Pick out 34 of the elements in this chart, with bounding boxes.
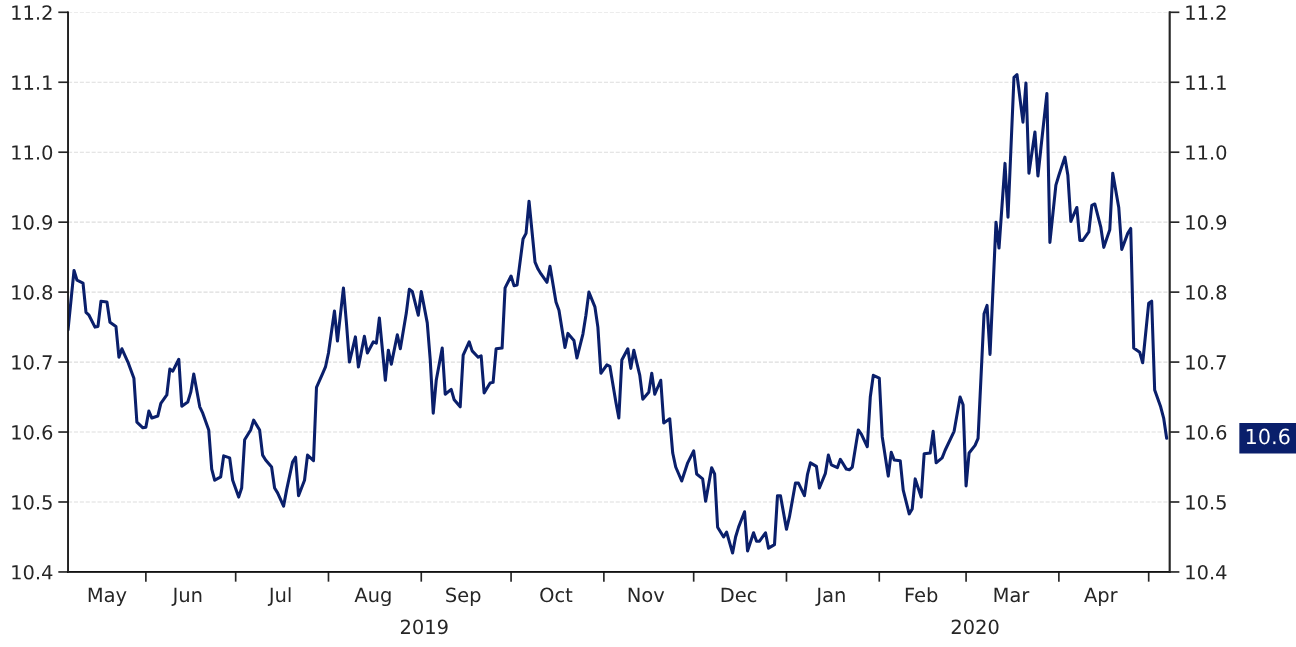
y2-tick-label: 10.8 — [1186, 285, 1227, 300]
x-tick-label: Mar — [994, 587, 1030, 603]
y2-tick-label: 11.1 — [1186, 75, 1226, 90]
y2-tick-label: 10.7 — [1186, 355, 1226, 370]
y2-tick-label: 10.5 — [1186, 494, 1226, 510]
y2-tick-label: 11.2 — [1186, 5, 1226, 20]
y-tick-label: 10.5 — [12, 494, 52, 510]
y-tick-label: 10.4 — [12, 564, 53, 580]
y2-tick-label: 10.6 — [1186, 424, 1227, 440]
x-tick-label: Dec — [721, 587, 757, 603]
x-tick-label: May — [88, 587, 127, 607]
y2-tick-label: 11.0 — [1186, 145, 1227, 160]
x2-tick-label: 2020 — [951, 619, 999, 635]
x-tick-label: Apr — [1084, 587, 1118, 607]
x-tick-label: Nov — [628, 587, 665, 603]
x-tick-label: Jul — [267, 587, 291, 606]
y-tick-label: 10.7 — [12, 355, 52, 370]
y-tick-label: 11.1 — [12, 75, 52, 90]
y2-tick-label: 10.9 — [1186, 215, 1227, 230]
x2-tick-label: 2019 — [400, 619, 448, 635]
x-tick-label: Oct — [540, 587, 573, 603]
x-tick-label: Aug — [354, 587, 391, 607]
y-tick-label: 10.6 — [12, 424, 53, 440]
y-tick-label: 10.9 — [12, 215, 53, 230]
line-series — [68, 73, 1169, 555]
x-tick-label: Feb — [905, 587, 938, 603]
text: 10.6 — [1246, 428, 1290, 445]
x-tick-label: Jan — [815, 587, 845, 606]
y-tick-label: 11.0 — [12, 145, 53, 160]
y-tick-label: 10.8 — [12, 285, 53, 300]
x-tick-label: Sep — [446, 587, 481, 607]
x-tick-label: Jun — [171, 587, 202, 606]
y-tick-label: 11.2 — [12, 5, 52, 20]
y2-tick-label: 10.4 — [1186, 564, 1227, 580]
